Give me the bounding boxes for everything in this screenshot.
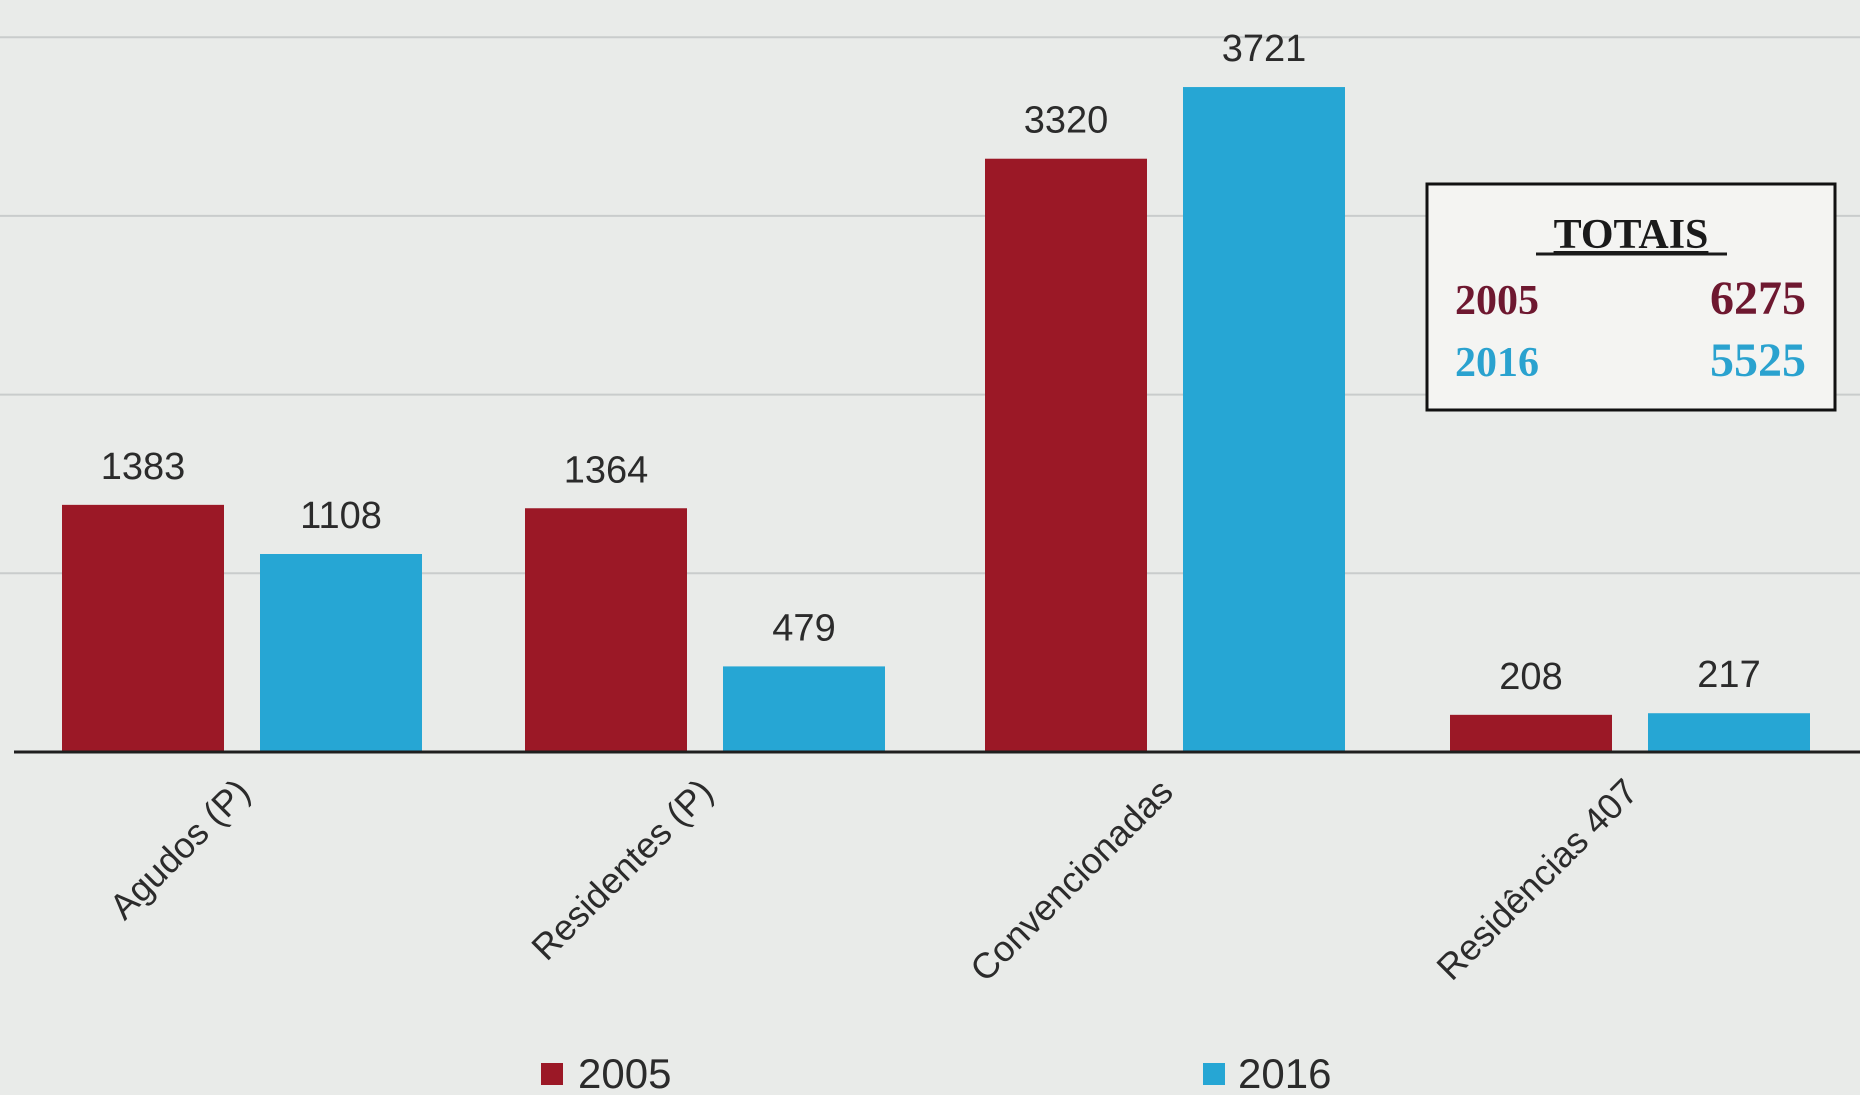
category-labels-group: Agudos (P) Residentes (P) Convencionadas Re… xyxy=(101,771,1645,990)
totals-value-2005: 6275 xyxy=(1710,272,1806,325)
bar-2005-3 xyxy=(1450,714,1612,752)
bar-2005-2 xyxy=(985,158,1147,752)
value-labels-group: 1383 1108 1364 479 3320 3721 208 217 xyxy=(101,28,1761,698)
bar-2016-0 xyxy=(260,554,422,752)
value-label-2016-0: 1108 xyxy=(300,495,382,537)
legend-label-2005: 2005 xyxy=(578,1050,671,1095)
legend-swatch-2016 xyxy=(1203,1063,1225,1085)
bar-2016-2 xyxy=(1183,87,1345,752)
value-label-2005-1: 1364 xyxy=(564,449,649,491)
bars-group xyxy=(62,87,1810,752)
value-label-2016-1: 479 xyxy=(772,607,835,649)
value-label-2005-0: 1383 xyxy=(101,446,186,488)
totals-box: TOTAIS 2005 6275 2016 5525 xyxy=(1425,182,1837,412)
totals-value-2016: 5525 xyxy=(1710,334,1806,387)
bar-2016-3 xyxy=(1648,713,1810,752)
category-label-0: Agudos (P) xyxy=(101,771,257,927)
totals-year-2016: 2016 xyxy=(1455,340,1539,386)
value-label-2016-3: 217 xyxy=(1697,654,1760,696)
category-label-2: Convencionadas xyxy=(962,771,1181,990)
legend-label-2016: 2016 xyxy=(1238,1050,1331,1095)
legend-swatch-2005 xyxy=(541,1063,563,1085)
category-label-3: Residências 407 xyxy=(1428,771,1645,988)
legend: 2005 2016 xyxy=(541,1050,1331,1095)
category-label-1: Residentes (P) xyxy=(523,771,720,968)
bar-2016-1 xyxy=(723,666,885,752)
bar-2005-0 xyxy=(62,504,224,752)
value-label-2005-2: 3320 xyxy=(1024,100,1109,142)
totals-title: TOTAIS xyxy=(1554,212,1709,258)
value-label-2016-2: 3721 xyxy=(1222,28,1307,70)
totals-box-frame xyxy=(1425,182,1837,412)
value-label-2005-3: 208 xyxy=(1499,656,1562,698)
bar-2005-1 xyxy=(525,508,687,752)
totals-year-2005: 2005 xyxy=(1455,278,1539,324)
